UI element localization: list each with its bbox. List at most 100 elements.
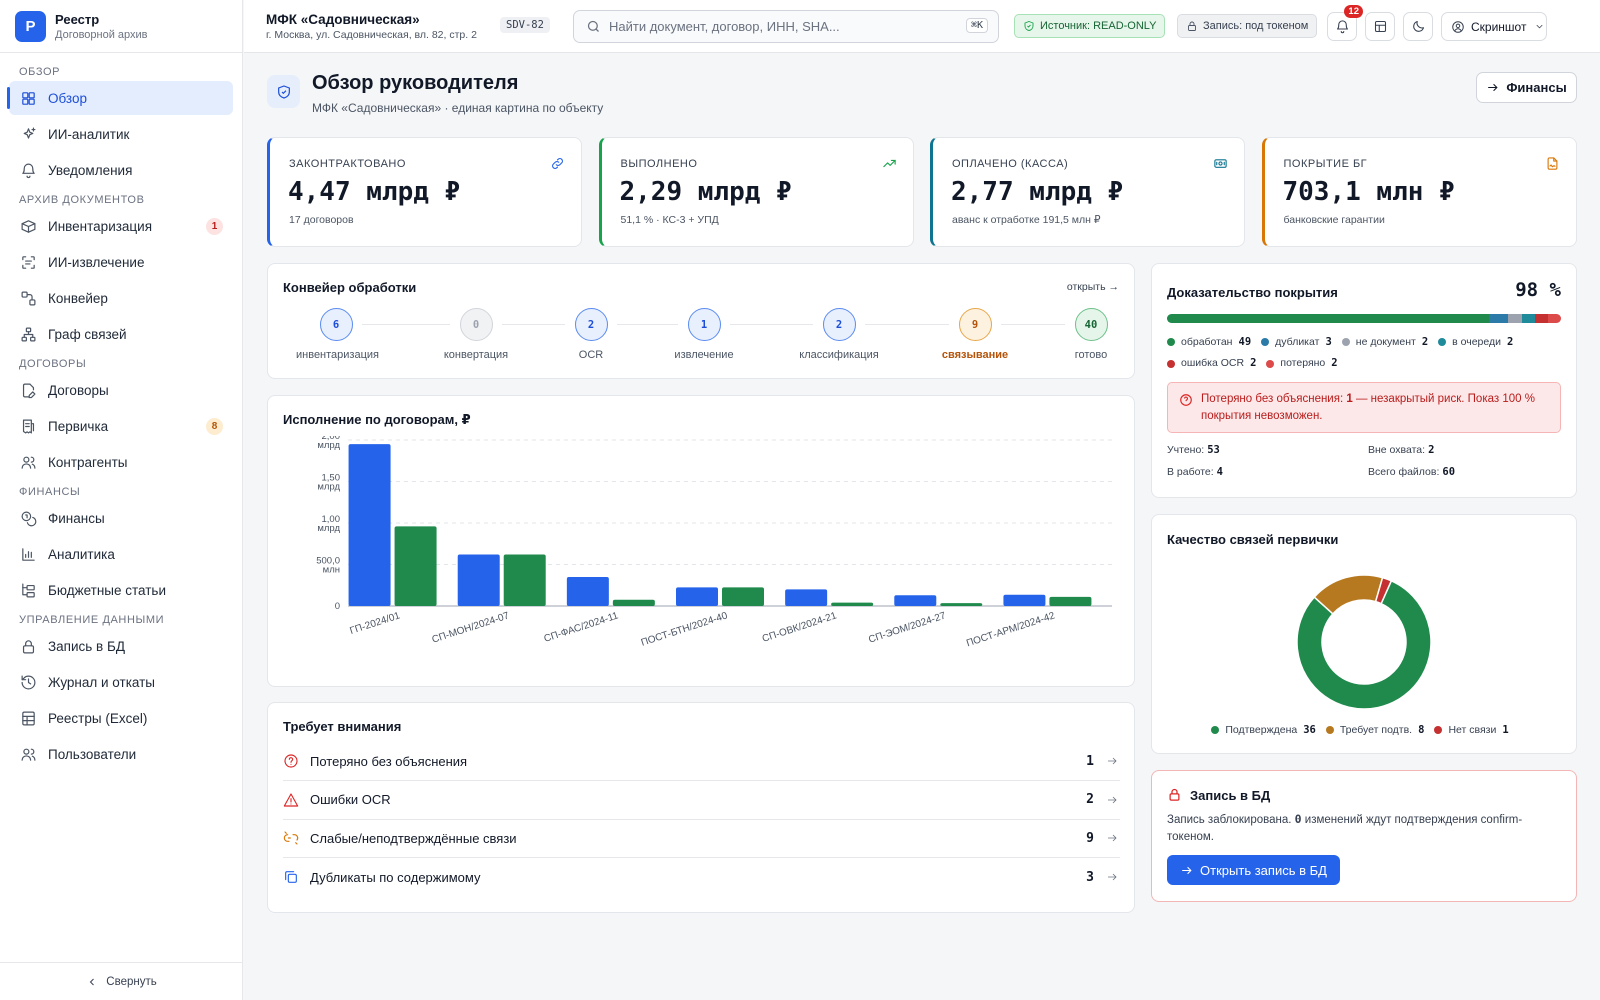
lock-icon	[1169, 788, 1180, 801]
finance-button[interactable]: Финансы	[1476, 72, 1577, 103]
sidebar-item-2-2[interactable]: Контрагенты	[9, 445, 233, 479]
bar[interactable]	[1049, 596, 1092, 606]
lock-icon	[1188, 21, 1196, 31]
attention-item[interactable]: Потеряно без объяснения 1	[283, 742, 1120, 781]
legend-label: ошибка OCR	[1181, 357, 1245, 369]
user-menu-button[interactable]: Скриншот	[1441, 12, 1547, 41]
boxes-icon	[21, 219, 36, 233]
bar[interactable]	[394, 526, 437, 606]
pipeline-stage[interactable]: 2 классификация	[799, 308, 879, 361]
stage-label: OCR	[578, 349, 604, 361]
link-icon	[552, 158, 563, 169]
arrow-right-icon	[1108, 834, 1117, 842]
db-write-text: Запись заблокирована. 0 изменений ждут п…	[1167, 811, 1563, 846]
sidebar-item-3-0[interactable]: Финансы	[9, 501, 233, 535]
sidebar-item-1-3[interactable]: Граф связей	[9, 317, 233, 351]
pipeline-stage[interactable]: 0 конвертация	[436, 308, 516, 361]
collapse-sidebar-button[interactable]: Свернуть	[0, 962, 243, 1000]
bar[interactable]	[348, 444, 391, 606]
user-label: Скриншот	[1471, 19, 1527, 34]
bell-icon	[1336, 20, 1348, 34]
object-selector[interactable]: МФК «Садовническая» г. Москва, ул. Садов…	[266, 12, 477, 41]
kpi-value: 4,47 млрд ₽	[288, 177, 461, 207]
sidebar-item-4-0[interactable]: Запись в БД	[9, 629, 233, 663]
search-icon	[587, 20, 599, 32]
donut-slice[interactable]	[1374, 576, 1393, 605]
shield-check-icon	[1024, 21, 1034, 31]
legend-label: не документ	[1355, 335, 1416, 348]
bar[interactable]	[676, 587, 718, 606]
legend-label: потеряно	[1280, 357, 1326, 369]
bar[interactable]	[940, 603, 983, 606]
bar[interactable]	[785, 589, 828, 606]
sidebar-item-4-2[interactable]: Реестры (Excel)	[9, 701, 233, 735]
bar[interactable]	[503, 554, 546, 606]
sidebar-item-3-2[interactable]: Бюджетные статьи	[9, 573, 233, 607]
y-tick-label: 500,0 млн	[316, 556, 340, 576]
chevron-left-icon	[90, 978, 95, 985]
pipeline-stage[interactable]: 40 готово	[1051, 308, 1131, 361]
sidebar-item-0-1[interactable]: ИИ-аналитик	[9, 117, 233, 151]
bar[interactable]	[566, 576, 609, 606]
pipeline-open-link[interactable]: открыть →	[1066, 281, 1119, 293]
alert-suffix: — незакрытый риск. Показ 100 % покрытия …	[1201, 393, 1535, 422]
attention-item[interactable]: Ошибки OCR 2	[283, 781, 1120, 820]
open-db-write-button[interactable]: Открыть запись в БД	[1167, 855, 1340, 885]
sidebar-item-label: Бюджетные статьи	[48, 582, 167, 598]
kpi-value: 703,1 млн ₽	[1282, 177, 1455, 207]
stat-value: 53	[1207, 444, 1220, 456]
legend-value: 49	[1238, 335, 1252, 348]
coverage-segment	[1488, 314, 1509, 323]
notifications-button[interactable]: 12	[1327, 5, 1363, 41]
folder-tree-icon	[22, 583, 35, 597]
stage-label: извлечение	[674, 349, 734, 361]
pipeline-stage[interactable]: 6 инвентаризация	[296, 308, 379, 361]
bar[interactable]	[1003, 594, 1046, 606]
sidebar-item-3-1[interactable]: Аналитика	[9, 537, 233, 571]
sidebar-item-2-1[interactable]: Первичка 8	[9, 409, 233, 443]
bar[interactable]	[894, 595, 937, 606]
sidebar-item-label: Обзор	[48, 90, 87, 106]
y-tick-label: 2,00 млрд	[317, 436, 340, 451]
sidebar-item-0-0[interactable]: Обзор	[7, 81, 233, 115]
sidebar-item-2-0[interactable]: Договоры	[9, 373, 233, 407]
sidebar-item-0-2[interactable]: Уведомления	[9, 153, 233, 187]
legend-label: Нет связи	[1448, 724, 1497, 736]
moon-icon	[1412, 20, 1424, 32]
search-input[interactable]	[609, 19, 939, 34]
bar[interactable]	[831, 602, 874, 606]
bar[interactable]	[722, 587, 764, 606]
pipeline-connector	[730, 324, 813, 325]
pipeline-stage[interactable]: 2 OCR	[551, 308, 631, 361]
coverage-legend-item: потеряно 2	[1266, 353, 1338, 374]
arrow-right-icon	[1182, 866, 1192, 874]
pipeline-stage[interactable]: 9 связывание	[935, 308, 1015, 361]
bar[interactable]	[457, 554, 500, 606]
layout-toggle-button[interactable]	[1365, 12, 1395, 41]
sidebar-item-4-1[interactable]: Журнал и откаты	[9, 665, 233, 699]
brand[interactable]: Р Реестр Договорной архив	[0, 0, 242, 53]
sidebar-item-1-1[interactable]: ИИ-извлечение	[9, 245, 233, 279]
bar[interactable]	[612, 599, 655, 606]
pipeline-stage[interactable]: 1 извлечение	[664, 308, 744, 361]
coins-icon	[21, 511, 37, 526]
sidebar-item-4-3[interactable]: Пользователи	[9, 737, 233, 771]
network-icon	[21, 327, 36, 341]
stage-count: 2	[574, 308, 608, 341]
attention-item[interactable]: Слабые/неподтверждённые связи 9	[283, 819, 1120, 858]
attention-label: Ошибки OCR	[310, 792, 391, 807]
attention-label: Потеряно без объяснения	[310, 753, 468, 769]
sidebar-item-label: Пользователи	[48, 746, 137, 762]
sidebar-item-label: ИИ-аналитик	[48, 126, 130, 142]
donut-slice[interactable]	[1296, 579, 1432, 710]
sidebar-item-1-0[interactable]: Инвентаризация 1	[9, 209, 233, 243]
sidebar-item-1-2[interactable]: Конвейер	[9, 281, 233, 315]
theme-toggle-button[interactable]	[1403, 12, 1433, 41]
bell-icon	[22, 163, 35, 178]
topbar: МФК «Садовническая» г. Москва, ул. Садов…	[244, 0, 1600, 53]
search-box[interactable]: ⌘K	[573, 10, 999, 43]
attention-item[interactable]: Дубликаты по содержимому 3	[283, 858, 1120, 897]
sidebar-item-label: Контрагенты	[48, 454, 128, 470]
legend-value: 1	[1502, 724, 1509, 736]
stage-label: готово	[1074, 349, 1108, 361]
